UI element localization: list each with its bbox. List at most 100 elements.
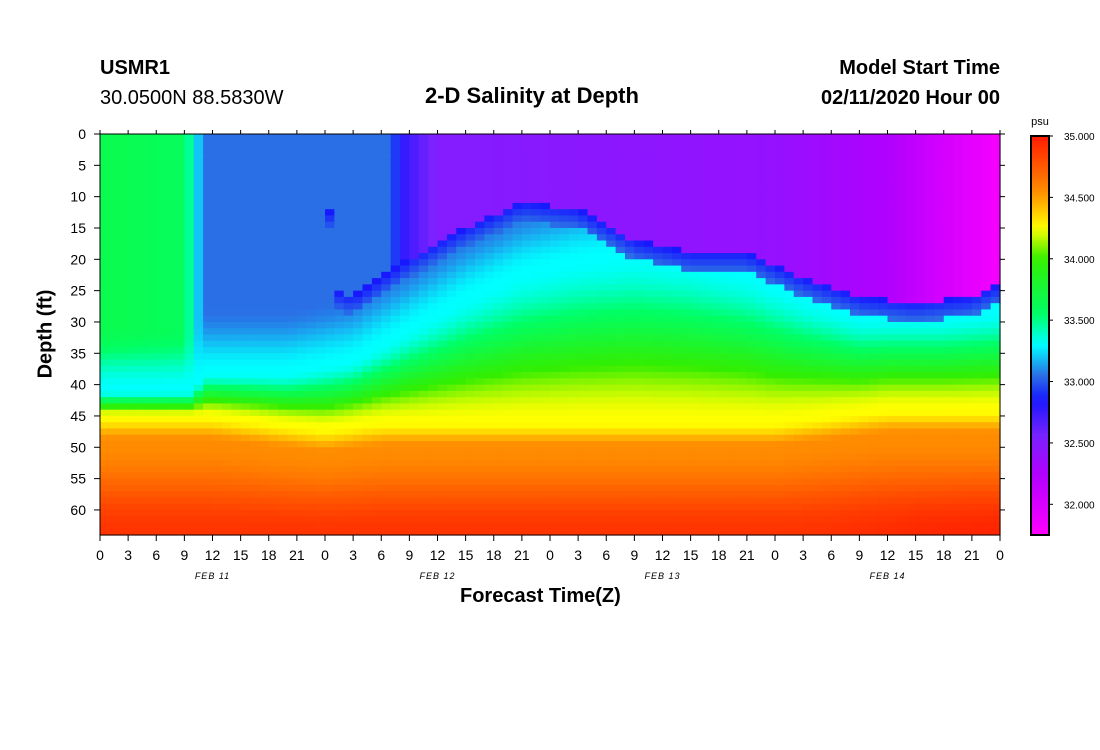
heatmap-cell [615,190,626,198]
heatmap-cell [812,146,823,154]
heatmap-cell [193,284,204,292]
heatmap-cell [793,378,804,386]
heatmap-cell [521,190,532,198]
heatmap-cell [193,140,204,148]
heatmap-cell [559,296,570,304]
heatmap-cell [484,340,495,348]
heatmap-cell [803,209,814,217]
heatmap-cell [784,453,795,461]
heatmap-cell [212,484,223,492]
heatmap-cell [353,246,364,254]
heatmap-cell [268,303,279,311]
heatmap-cell [428,328,439,336]
heatmap-cell [100,303,110,311]
heatmap-cell [540,171,551,179]
heatmap-cell [325,184,335,191]
heatmap-cell [456,347,467,354]
heatmap-cell [737,359,748,367]
heatmap-cell [709,140,720,148]
heatmap-cell [681,259,692,267]
heatmap-cell [578,265,589,273]
heatmap-cell [446,202,457,210]
heatmap-cell [821,209,832,217]
heatmap-cell [634,397,645,405]
heatmap-cell [737,522,748,530]
heatmap-cell [475,397,485,405]
heatmap-cell [634,215,645,223]
heatmap-cell [550,509,560,517]
heatmap-cell [550,196,560,204]
heatmap-cell [803,466,814,473]
heatmap-cell [503,466,514,473]
heatmap-cell [775,516,785,524]
heatmap-cell [568,384,579,392]
heatmap-cell [156,353,167,361]
heatmap-cell [671,415,682,423]
heatmap-cell [596,359,607,367]
heatmap-cell [465,472,476,480]
heatmap-cell [212,422,223,430]
heatmap-cell [662,334,673,342]
heatmap-cell [165,340,176,348]
heatmap-cell [550,234,560,242]
heatmap-cell [550,253,560,260]
heatmap-cell [315,459,326,467]
heatmap-cell [671,409,682,417]
heatmap-cell [212,478,223,486]
heatmap-cell [765,340,776,348]
heatmap-cell [278,372,289,379]
heatmap-cell [784,240,795,248]
heatmap-cell [287,246,298,254]
heatmap-cell [784,184,795,191]
heatmap-cell [240,516,251,524]
heatmap-cell [662,209,673,217]
heatmap-cell [521,315,532,323]
heatmap-cell [559,428,570,436]
heatmap-cell [446,334,457,342]
heatmap-cell [137,284,148,292]
heatmap-cell [268,265,279,273]
heatmap-cell [165,152,176,160]
heatmap-cell [756,466,767,473]
heatmap-cell [446,303,457,311]
heatmap-cell [700,509,710,517]
heatmap-cell [362,271,373,279]
heatmap-cell [671,165,682,173]
heatmap-cell [718,234,729,242]
heatmap-cell [165,296,176,304]
heatmap-cell [587,152,598,160]
heatmap-cell [625,202,635,210]
heatmap-cell [446,140,457,148]
heatmap-cell [315,165,326,173]
heatmap-cell [784,253,795,260]
heatmap-cell [325,303,335,311]
heatmap-cell [728,253,739,260]
heatmap-cell [643,165,654,173]
heatmap-cell [587,409,598,417]
heatmap-cell [446,246,457,254]
heatmap-cell [484,378,495,386]
heatmap-cell [306,378,317,386]
heatmap-cell [278,196,289,204]
heatmap-cell [325,491,335,499]
heatmap-cell [287,303,298,311]
heatmap-cell [521,209,532,217]
heatmap-cell [709,202,720,210]
heatmap-cell [728,315,739,323]
heatmap-cell [540,453,551,461]
heatmap-cell [681,190,692,198]
heatmap-cell [512,459,523,467]
heatmap-cell [203,340,214,348]
heatmap-cell [428,509,439,517]
heatmap-cell [765,459,776,467]
heatmap-cell [428,516,439,524]
heatmap-cell [418,484,429,492]
heatmap-cell [371,140,382,148]
heatmap-cell [446,259,457,267]
heatmap-cell [540,215,551,223]
heatmap-cell [812,278,823,285]
heatmap-cell [615,441,626,448]
heatmap-cell [681,253,692,260]
heatmap-cell [193,221,204,229]
heatmap-cell [709,246,720,254]
